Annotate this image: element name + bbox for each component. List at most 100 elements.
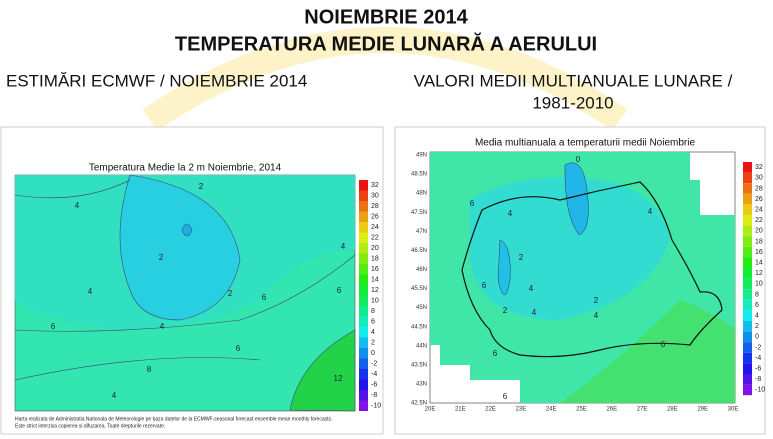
colorbar-label: 6 (755, 302, 759, 309)
colorbar-cell (359, 253, 368, 264)
latitude-label: 44.5N (411, 324, 427, 330)
contour-label: 6 (262, 293, 267, 302)
right-heading: 1981-2010 (532, 93, 613, 112)
contour-label: 4 (594, 311, 599, 320)
colorbar-label: 4 (755, 313, 759, 320)
colorbar-label: -4 (371, 371, 377, 378)
contour-label: 4 (532, 308, 537, 317)
latitude-label: 45N (416, 305, 427, 311)
colorbar-cell (743, 342, 752, 353)
contour-label: 6 (661, 340, 666, 349)
colorbar-label: 30 (755, 175, 763, 182)
latitude-label: 45.5N (411, 286, 427, 292)
map-title: Media multianuala a temperaturii medii N… (475, 138, 696, 149)
contour-label: 2 (594, 296, 599, 305)
left-heading: ESTIMĂRI ECMWF / NOIEMBRIE 2014 (6, 71, 307, 90)
colorbar-label: 18 (371, 256, 379, 263)
latitude-label: 48N (416, 191, 427, 197)
colorbar-cell (743, 257, 752, 268)
watermark (142, 27, 628, 131)
contour-label: 4 (88, 287, 93, 296)
colorbar-cell (743, 204, 752, 215)
colorbar-cell (359, 390, 368, 401)
colorbar-cell (359, 316, 368, 327)
colorbar-cell (359, 201, 368, 212)
colorbar-label: 20 (371, 245, 379, 252)
colorbar-label: 0 (755, 334, 759, 341)
colorbar-label: 16 (755, 249, 763, 256)
colorbar-label: 10 (755, 281, 763, 288)
colorbar-label: -6 (755, 366, 761, 373)
colorbar-cell (359, 243, 368, 254)
colorbar-label: -4 (755, 355, 761, 362)
colorbar-cell (743, 236, 752, 247)
colorbar-label: -2 (371, 361, 377, 368)
contour-label: 4 (341, 242, 346, 251)
colorbar-label: 18 (755, 238, 763, 245)
contour-label: 4 (75, 201, 80, 210)
colorbar-label: 2 (755, 323, 759, 330)
colorbar-label: 32 (755, 164, 763, 171)
contour-label: 2 (199, 182, 204, 191)
colorbar-label: 26 (371, 214, 379, 221)
colorbar-label: 4 (371, 329, 375, 336)
colorbar-label: 20 (755, 228, 763, 235)
colorbar-label: 8 (371, 308, 375, 315)
colorbar-cell (743, 268, 752, 279)
longitude-label: 28E (667, 407, 678, 413)
latitude-label: 43N (416, 382, 427, 388)
colorbar-cell (743, 225, 752, 237)
colorbar-cell (359, 295, 368, 306)
contour-label: 6 (236, 344, 241, 353)
colorbar-cell (359, 232, 368, 243)
longitude-label: 21E (455, 407, 466, 413)
colorbar-label: 12 (755, 270, 763, 277)
colorbar-label: -10 (371, 403, 381, 410)
longitude-label: 26E (606, 407, 617, 413)
colorbar-cell (359, 264, 368, 275)
contour-label: 6 (337, 286, 342, 295)
contour-label: 4 (160, 322, 165, 331)
right-map (429, 151, 736, 404)
longitude-label: 30E (728, 407, 739, 413)
colorbar-label: 24 (371, 224, 379, 231)
contour-label: 4 (648, 207, 653, 216)
latitude-label: 44N (416, 343, 427, 349)
colorbar-cell (359, 180, 368, 191)
contour-label: 0 (576, 155, 581, 164)
contour-label: 6 (51, 322, 56, 331)
colorbar-label: 28 (755, 185, 763, 192)
colorbar-label: 14 (371, 277, 379, 284)
longitude-label: 27E (637, 407, 648, 413)
colorbar-label: -8 (371, 392, 377, 399)
colorbar-label: 6 (371, 319, 375, 326)
latitude-label: 48.5N (411, 172, 427, 178)
contour-label: 12 (334, 374, 343, 383)
colorbar-cell (743, 162, 752, 173)
longitude-label: 23E (516, 407, 527, 413)
colorbar-cell (743, 299, 752, 311)
left-map (14, 174, 356, 412)
colorbar-label: 8 (755, 291, 759, 298)
colorbar-label: 22 (371, 235, 379, 242)
colorbar-label: 12 (371, 287, 379, 294)
contour-label: 4 (112, 391, 117, 400)
contour-label: 6 (493, 349, 498, 358)
colorbar-label: 26 (755, 196, 763, 203)
colorbar-cell (359, 306, 368, 317)
colorbar-cell (743, 374, 752, 385)
colorbar-cell (743, 246, 752, 258)
colorbar-cell (743, 310, 752, 321)
latitude-label: 47N (416, 229, 427, 235)
longitude-label: 20E (425, 407, 436, 413)
longitude-label: 25E (576, 407, 587, 413)
contour-label: 2 (159, 253, 164, 262)
contour-label: 4 (529, 284, 534, 293)
colorbar-label: 10 (371, 298, 379, 305)
subtitle: TEMPERATURA MEDIE LUNARĂ A AERULUI (175, 32, 597, 55)
colorbar-cell (743, 289, 752, 300)
footer: Harta realizata de Administratia Nationa… (15, 416, 332, 422)
latitude-label: 46N (416, 267, 427, 273)
colorbar-cell (743, 384, 752, 396)
colorbar-cell (743, 278, 752, 290)
